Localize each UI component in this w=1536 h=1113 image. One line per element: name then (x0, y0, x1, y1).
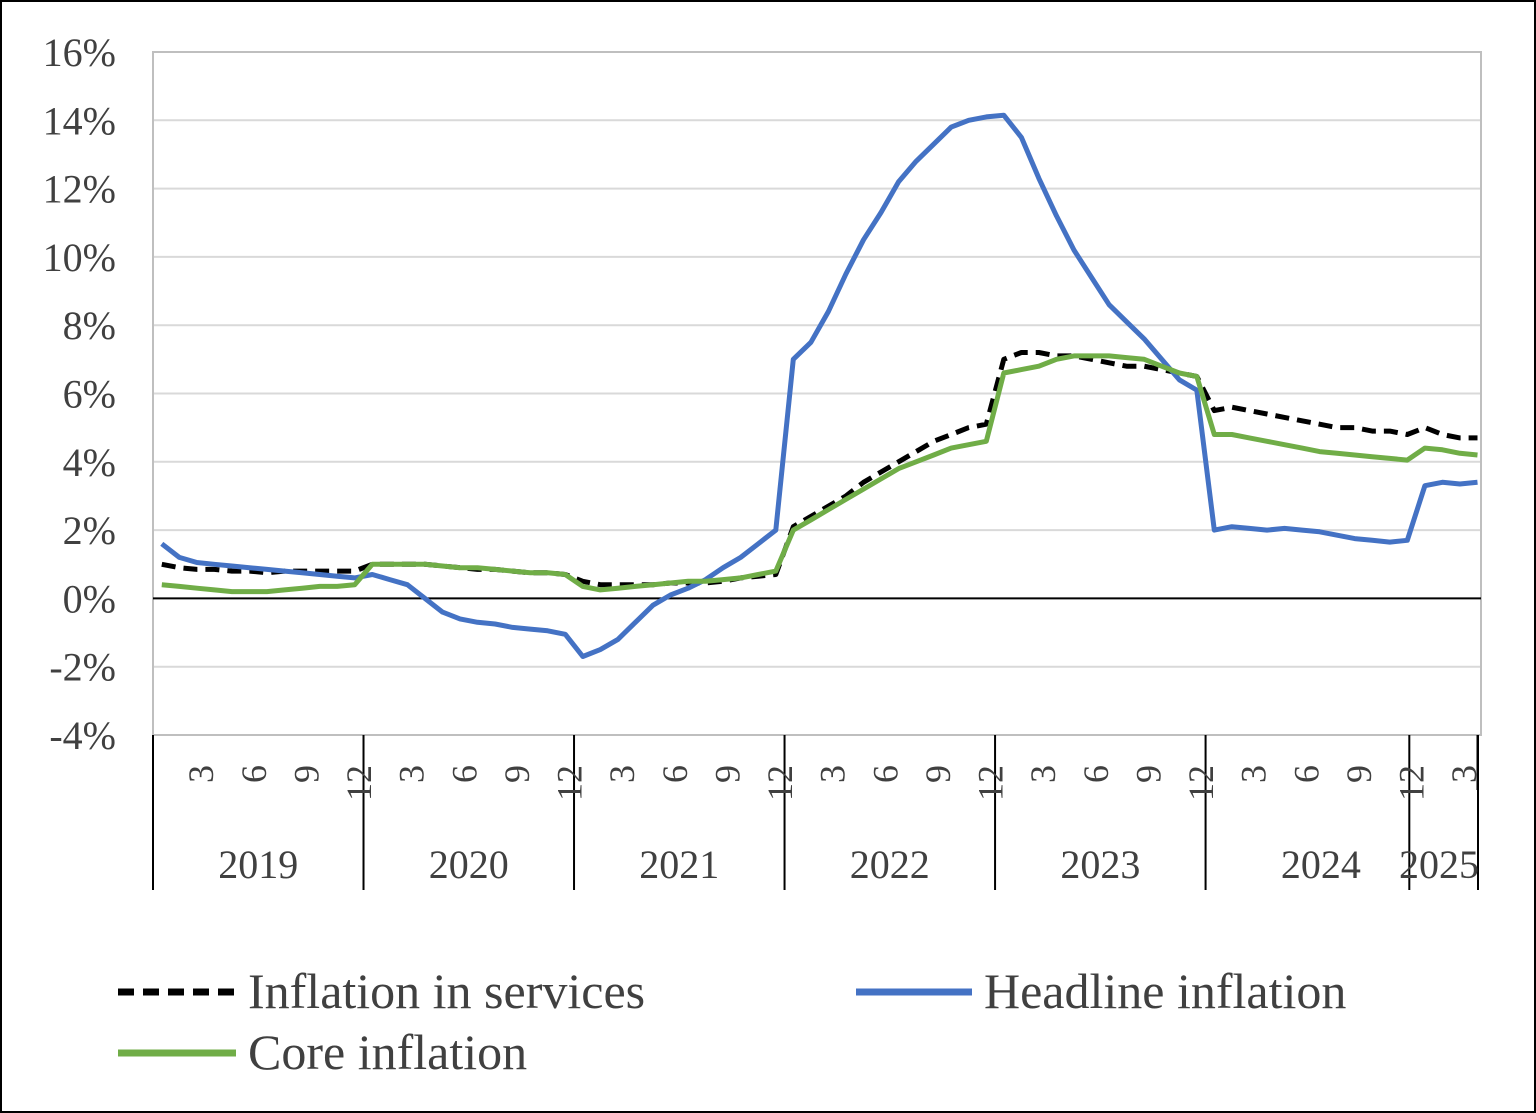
y-tick-label: 6% (63, 372, 116, 417)
year-label: 2019 (218, 842, 298, 887)
y-tick-label: 0% (63, 576, 116, 621)
x-tick-label: 3 (813, 765, 853, 783)
legend-label-core: Core inflation (248, 1024, 527, 1080)
year-label: 2020 (429, 842, 509, 887)
legend-label-headline: Headline inflation (984, 963, 1346, 1019)
legend-label-services: Inflation in services (248, 963, 645, 1019)
x-tick-label: 6 (234, 765, 274, 783)
x-tick-label: 9 (1339, 765, 1379, 783)
series-line-core-inflation (161, 353, 1478, 595)
plot-area-border (152, 51, 1482, 736)
x-tick-label: 9 (497, 765, 537, 783)
x-tick-label: 6 (1076, 765, 1116, 783)
x-tick-label: 12 (760, 765, 800, 801)
x-tick-label: 9 (707, 765, 747, 783)
x-tick-label: 9 (918, 765, 958, 783)
y-tick-label: 12% (43, 167, 116, 212)
x-tick-label: 3 (181, 765, 221, 783)
x-tick-label: 6 (444, 765, 484, 783)
year-label: 2025 (1399, 842, 1479, 887)
x-tick-label: 3 (1234, 765, 1274, 783)
x-tick-label: 12 (1181, 765, 1221, 801)
x-tick-label: 12 (971, 765, 1011, 801)
x-tick-label: 6 (1286, 765, 1326, 783)
x-tick-label: 3 (602, 765, 642, 783)
x-tick-label: 12 (1392, 765, 1432, 801)
y-tick-label: -4% (49, 713, 116, 758)
y-tick-label: 4% (63, 440, 116, 485)
x-tick-label: 12 (550, 765, 590, 801)
series-line-headline-inflation (160, 112, 1478, 659)
x-tick-label: 6 (865, 765, 905, 783)
series-line-inflation-in-services (161, 350, 1478, 588)
x-tick-label: 3 (1023, 765, 1063, 783)
y-tick-label: 14% (43, 98, 116, 143)
y-axis-tick-labels: 16% 14% 12% 10% 8% 6% 4% 2% 0% -2% -4% (43, 30, 116, 758)
year-label: 2023 (1060, 842, 1140, 887)
year-label: 2022 (850, 842, 930, 887)
y-tick-label: 2% (63, 508, 116, 553)
year-label: 2021 (639, 842, 719, 887)
x-tick-label: 3 (392, 765, 432, 783)
y-tick-label: 10% (43, 235, 116, 280)
x-tick-label: 6 (655, 765, 695, 783)
axes (152, 51, 1482, 890)
gridlines (153, 51, 1481, 736)
y-tick-label: -2% (49, 645, 116, 690)
x-tick-label: 12 (339, 765, 379, 801)
legend: Inflation in services Headline inflation… (118, 963, 1346, 1080)
x-tick-label: 3 (1444, 765, 1484, 783)
series-lines (160, 112, 1478, 659)
x-tick-label: 9 (1128, 765, 1168, 783)
y-tick-label: 8% (63, 303, 116, 348)
year-label: 2024 (1281, 842, 1361, 887)
y-tick-label: 16% (43, 30, 116, 75)
x-tick-label: 9 (286, 765, 326, 783)
